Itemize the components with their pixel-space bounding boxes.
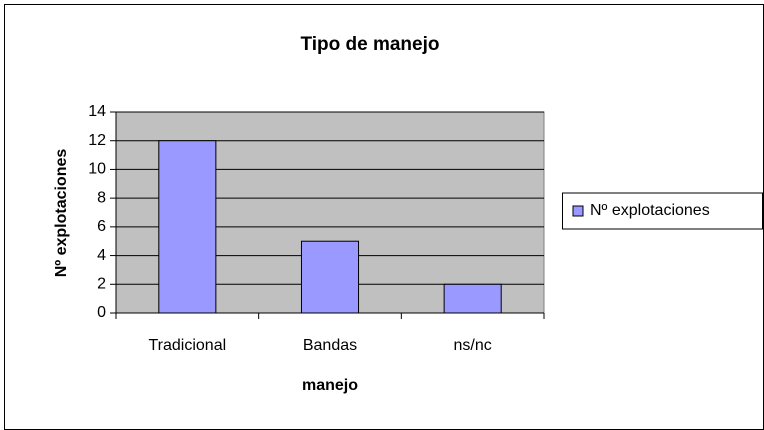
legend-swatch <box>572 205 584 217</box>
x-axis-label: manejo <box>302 377 358 394</box>
y-tick-label: 10 <box>88 161 106 178</box>
legend-box <box>562 192 763 230</box>
y-tick-label: 12 <box>88 132 106 149</box>
x-tick-label: ns/nc <box>454 337 492 354</box>
bar <box>443 283 502 314</box>
y-tick-label: 8 <box>97 189 106 206</box>
y-axis-label: Nº explotaciones <box>53 149 70 278</box>
legend-label: Nº explotaciones <box>590 202 710 219</box>
y-tick-label: 6 <box>97 218 106 235</box>
x-tick-label: Tradicional <box>148 337 226 354</box>
bar <box>158 140 217 314</box>
y-tick-label: 4 <box>97 247 106 264</box>
y-tick-label: 14 <box>88 103 106 120</box>
bar <box>300 240 360 314</box>
y-tick-label: 2 <box>97 276 106 293</box>
x-tick-label: Bandas <box>303 337 357 354</box>
y-tick-label: 0 <box>97 304 106 321</box>
chart-title: Tipo de manejo <box>300 34 439 55</box>
